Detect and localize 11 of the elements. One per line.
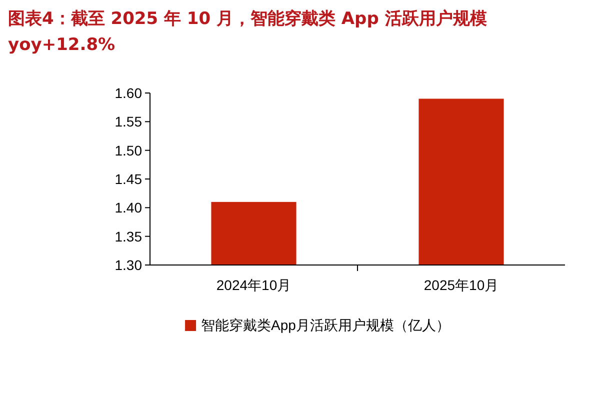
x-tick-label: 2025年10月 [424,277,499,293]
y-tick-label: 1.45 [114,171,142,187]
y-tick-label: 1.35 [114,228,142,244]
y-tick-label: 1.50 [114,142,142,158]
y-tick-label: 1.55 [114,114,142,130]
y-tick-label: 1.60 [114,85,142,101]
legend-label: 智能穿戴类App月活跃用户规模（亿人） [201,317,450,333]
y-tick-label: 1.40 [114,200,142,216]
y-tick-label: 1.30 [114,257,142,273]
x-tick-label: 2024年10月 [216,277,292,293]
chart-title: 图表4：截至 2025 年 10 月，智能穿戴类 App 活跃用户规模 yoy+12.8% [8,8,488,57]
